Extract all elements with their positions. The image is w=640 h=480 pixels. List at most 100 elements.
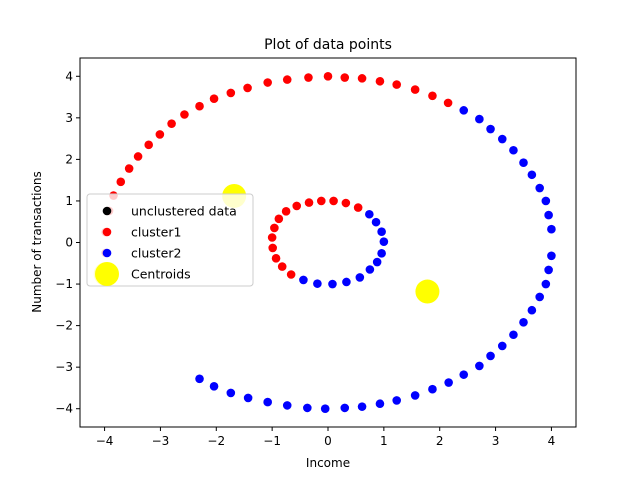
cluster2-point — [541, 196, 551, 206]
y-tick-label: 2 — [65, 152, 73, 166]
cluster2-point — [547, 224, 556, 234]
centroids-point — [415, 279, 440, 304]
cluster2-point — [475, 361, 484, 371]
cluster2-point — [459, 106, 469, 115]
cluster1-point — [304, 73, 313, 82]
y-tick-label: 1 — [65, 194, 73, 208]
cluster2-point — [320, 404, 330, 414]
cluster2-point — [263, 397, 272, 407]
x-axis-label: Income — [306, 456, 350, 470]
cluster1-point — [271, 253, 281, 263]
cluster2-point — [509, 145, 518, 155]
cluster2-point — [365, 265, 375, 274]
cluster2-point — [544, 210, 553, 220]
cluster2-point — [226, 388, 236, 398]
x-tick-label: 4 — [548, 434, 556, 448]
cluster2-point — [475, 114, 484, 124]
y-tick-label: −4 — [55, 402, 73, 416]
cluster1-point — [243, 83, 252, 93]
cluster2-point — [428, 384, 437, 394]
x-tick-label: 2 — [436, 434, 444, 448]
cluster2-point — [497, 134, 507, 144]
cluster2-point — [459, 370, 469, 379]
cluster2-point — [535, 183, 544, 193]
cluster1-point — [292, 201, 302, 211]
cluster1-point — [274, 214, 284, 224]
plot-area — [79, 57, 577, 428]
cluster2-point — [519, 158, 528, 168]
cluster1-point — [268, 243, 278, 253]
cluster1-point — [340, 73, 350, 82]
x-tick-label: 0 — [324, 434, 332, 448]
cluster2-point — [444, 378, 453, 387]
y-tick-label: −3 — [55, 360, 73, 374]
cluster1-point — [375, 76, 385, 86]
cluster2-point — [357, 402, 367, 411]
legend-label-cluster2: cluster2 — [131, 246, 181, 261]
cluster1-point — [392, 80, 402, 89]
cluster2-point — [282, 401, 292, 410]
cluster1-point — [116, 177, 126, 187]
cluster2-point — [372, 257, 382, 267]
x-tick-label: −2 — [207, 434, 225, 448]
cluster2-point — [299, 275, 308, 285]
cluster1-point — [270, 223, 279, 233]
cluster2-point — [342, 277, 351, 287]
cluster1-point — [341, 198, 351, 208]
cluster2-point — [544, 265, 553, 275]
cluster2-point — [379, 237, 389, 246]
cluster2-point — [541, 279, 551, 289]
cluster2-point — [519, 317, 528, 327]
cluster1-point — [167, 119, 176, 128]
legend: unclustered data cluster1 cluster2 Centroid… — [86, 193, 254, 287]
cluster1-point — [267, 233, 277, 242]
cluster2-point — [377, 227, 386, 236]
cluster2-point — [313, 279, 322, 288]
cluster1-point — [226, 88, 236, 98]
cluster1-point — [124, 164, 134, 173]
cluster2-point — [392, 396, 402, 405]
cluster1-point — [286, 270, 296, 279]
cluster1-point — [357, 74, 367, 83]
cluster2-point — [303, 403, 312, 413]
cluster1-point — [155, 130, 165, 139]
cluster2-point — [535, 292, 544, 302]
cluster1-point — [323, 71, 333, 81]
cluster2-point — [365, 209, 374, 219]
cluster2-point — [527, 170, 537, 180]
x-tick-label: −4 — [96, 434, 114, 448]
y-tick-label: −1 — [55, 277, 73, 291]
cluster1-point — [144, 140, 153, 150]
x-tick-label: −3 — [152, 434, 170, 448]
legend-box — [86, 193, 254, 287]
cluster2-point — [377, 249, 386, 258]
y-tick-label: 3 — [65, 111, 73, 125]
cluster1-point — [410, 85, 420, 94]
legend-marker-cluster2 — [102, 248, 112, 258]
x-tick-label: −1 — [263, 434, 281, 448]
x-tick-label: 3 — [492, 434, 500, 448]
cluster1-point — [277, 262, 287, 271]
y-axis-label: Number of transactions — [30, 171, 44, 312]
cluster2-point — [340, 403, 350, 413]
legend-label-cluster1: cluster1 — [131, 225, 181, 240]
cluster2-point — [195, 374, 204, 384]
x-axis-ticks: −4 −3 −2 −1 0 1 2 3 4 — [96, 427, 556, 448]
cluster1-point — [263, 78, 272, 87]
chart-title: Plot of data points — [264, 37, 392, 53]
y-tick-label: −2 — [55, 319, 73, 333]
cluster1-point — [281, 207, 291, 216]
legend-label-centroids: Centroids — [131, 267, 191, 282]
cluster2-point — [375, 399, 385, 409]
cluster1-point — [180, 110, 189, 119]
legend-marker-centroids — [95, 262, 119, 286]
cluster2-point — [371, 217, 381, 227]
cluster2-point — [547, 251, 556, 261]
points-layer — [93, 71, 556, 414]
legend-marker-unclustered-data — [102, 206, 112, 216]
cluster1-point — [282, 75, 292, 84]
cluster2-point — [243, 393, 253, 403]
cluster2-point — [486, 351, 495, 361]
cluster1-point — [428, 91, 437, 101]
